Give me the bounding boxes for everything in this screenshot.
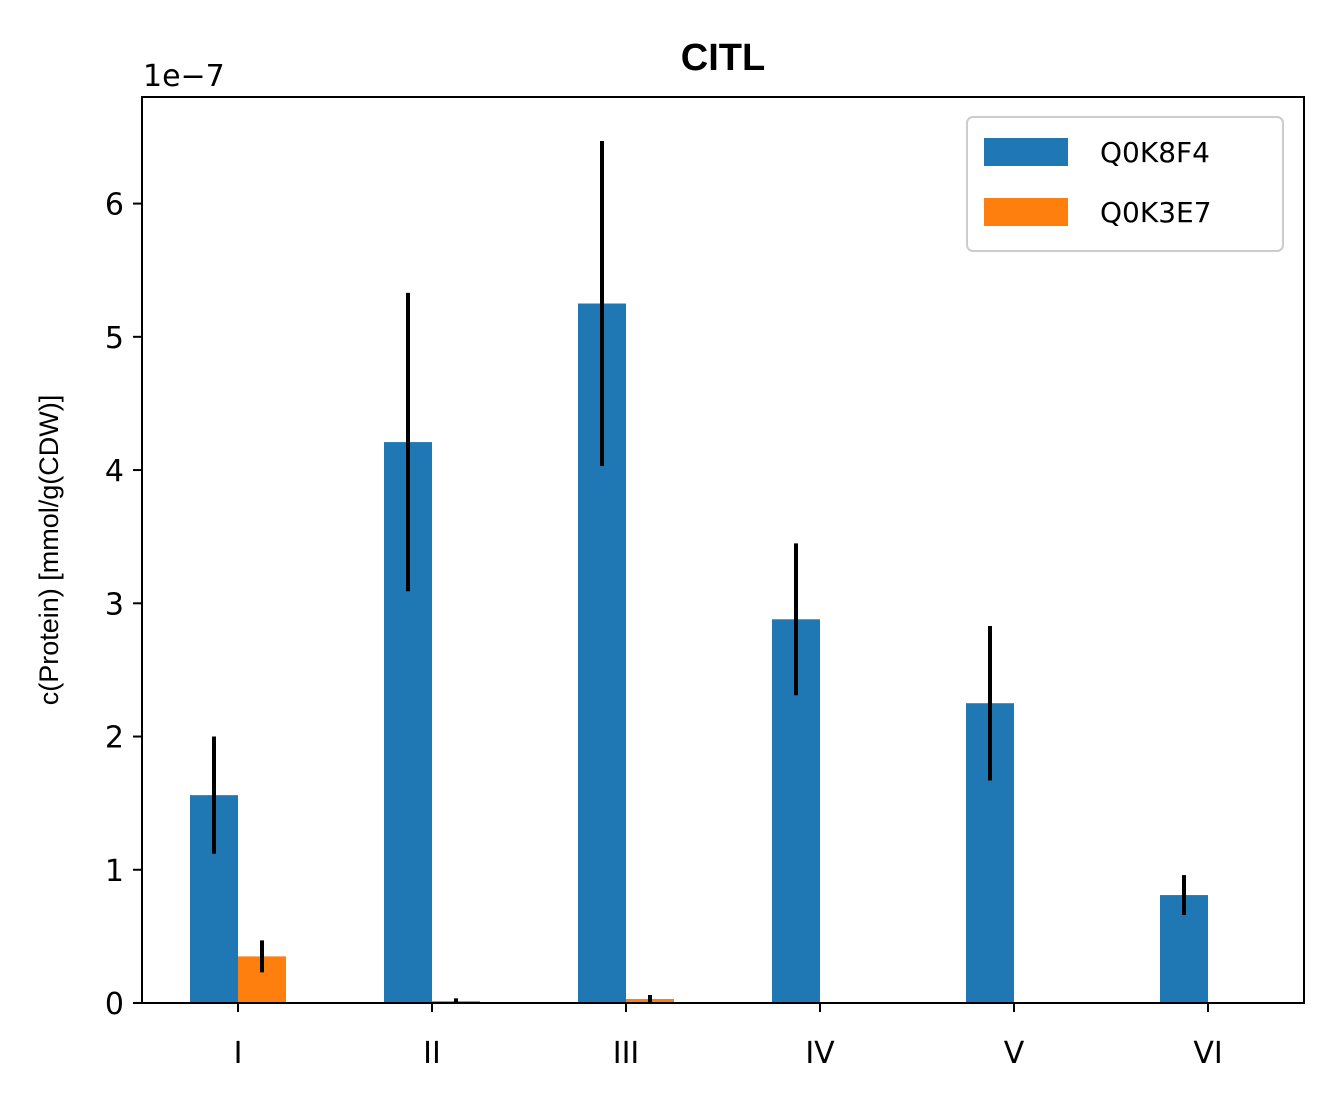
x-tick-label-vi: VI — [1193, 1036, 1222, 1071]
y-tick-label: 6 — [105, 188, 124, 223]
x-tick-label-iv: IV — [805, 1036, 835, 1071]
y-tick-label: 0 — [105, 987, 124, 1022]
y-axis: 0 1 2 3 4 5 6 — [105, 188, 142, 1022]
x-tick-label-iii: III — [613, 1036, 640, 1071]
y-tick-label: 5 — [105, 321, 124, 356]
legend-swatch-q0k8f4 — [984, 138, 1068, 166]
bars-layer — [190, 303, 1208, 1003]
chart-title: CITL — [681, 37, 765, 79]
y-tick-label: 1 — [105, 854, 124, 889]
legend: Q0K8F4 Q0K3E7 — [966, 116, 1284, 252]
y-tick-label: 4 — [105, 454, 124, 489]
legend-label-q0k8f4: Q0K8F4 — [1100, 136, 1210, 169]
x-tick-label-v: V — [1004, 1036, 1025, 1071]
x-tick-label-ii: II — [423, 1036, 441, 1071]
y-offset-label: 1e−7 — [143, 59, 225, 94]
y-tick-label: 2 — [105, 721, 124, 756]
x-tick-label-i: I — [234, 1036, 243, 1071]
plot-frame — [141, 96, 1305, 1004]
y-axis-label: c(Protein) [mmol/g(CDW)] — [34, 395, 64, 706]
y-tick-label: 3 — [105, 587, 124, 622]
x-axis: I II III IV V VI — [234, 1003, 1223, 1071]
errorbars-layer — [212, 140, 1186, 1003]
legend-swatch-q0k3e7 — [984, 198, 1068, 226]
legend-label-q0k3e7: Q0K3E7 — [1100, 196, 1212, 229]
